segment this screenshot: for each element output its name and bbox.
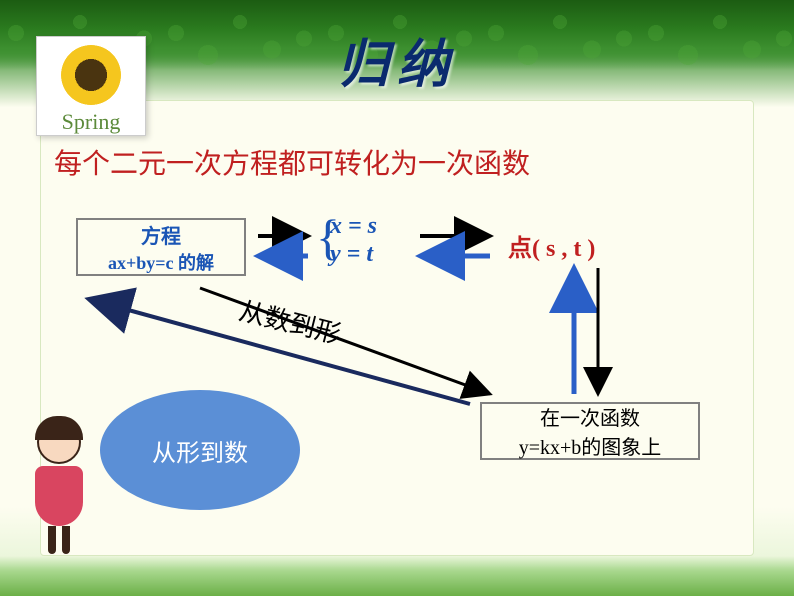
bottom-grass-border	[0, 556, 794, 596]
point-label: 点( s , t )	[508, 228, 595, 263]
spring-label: Spring	[62, 109, 121, 135]
equation-box-line2: ax+by=c 的解	[108, 249, 214, 275]
subtitle-text: 每个二元一次方程都可转化为一次函数	[54, 142, 530, 182]
spring-card: Spring	[36, 36, 146, 136]
ellipse-text: 从形到数	[152, 433, 248, 468]
brace-solution: { x = s y = t	[330, 212, 377, 268]
sunflower-icon	[61, 45, 121, 105]
brace-icon: {	[316, 212, 340, 262]
page-title: 归纳	[337, 22, 457, 97]
graph-box-line1: 在一次函数	[540, 402, 640, 431]
equation-box-line1: 方程	[141, 220, 181, 249]
graph-box: 在一次函数 y=kx+b的图象上	[480, 402, 700, 460]
girl-character	[24, 420, 94, 560]
equation-box: 方程 ax+by=c 的解	[76, 218, 246, 276]
graph-box-line2: y=kx+b的图象上	[519, 431, 662, 460]
ellipse-label: 从形到数	[100, 390, 300, 510]
